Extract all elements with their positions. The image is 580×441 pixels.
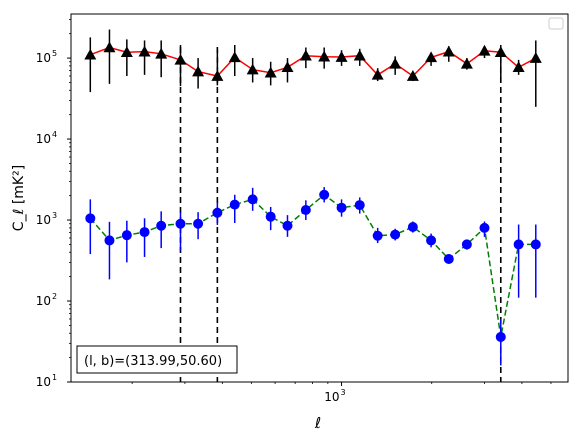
data-point-circle — [461, 239, 472, 250]
data-point-triangle — [494, 46, 507, 58]
data-point-circle — [300, 205, 311, 216]
data-point-circle — [372, 230, 383, 241]
data-point-circle — [212, 207, 223, 218]
data-point-triangle — [192, 65, 205, 77]
data-point-triangle — [264, 66, 277, 78]
data-point-circle — [85, 213, 96, 224]
data-point-circle — [175, 218, 186, 229]
annotation-text: (l, b)=(313.99,50.60) — [84, 354, 222, 369]
data-point-triangle — [174, 53, 187, 65]
data-point-circle — [426, 235, 437, 246]
data-point-circle — [229, 199, 240, 210]
data-point-triangle — [529, 52, 542, 63]
axes-layer: 10 110 210 310 410 510 3 — [36, 19, 552, 404]
data-point-circle — [193, 218, 204, 229]
y-tick-label-exponent: 5 — [52, 49, 57, 58]
legend-box — [548, 17, 564, 30]
data-point-triangle — [155, 47, 168, 59]
data-point-circle — [530, 239, 541, 250]
annotation-box: (l, b)=(313.99,50.60) — [76, 345, 238, 374]
y-tick-label: 10 — [36, 132, 51, 146]
data-point-circle — [282, 220, 293, 231]
data-point-circle — [354, 200, 365, 211]
data-point-triangle — [425, 51, 438, 63]
data-point-circle — [390, 229, 401, 240]
x-tick-label: 10 — [324, 390, 339, 404]
data-point-triangle — [406, 70, 419, 81]
data-point-circle — [336, 202, 347, 213]
data-point-circle — [156, 220, 167, 231]
series-line — [89, 193, 536, 338]
data-point-circle — [247, 194, 258, 205]
data-point-triangle — [371, 68, 384, 80]
data-point-triangle — [211, 70, 224, 81]
y-tick-label: 10 — [36, 375, 51, 389]
data-point-triangle — [103, 41, 116, 53]
data-point-triangle — [389, 57, 402, 69]
y-tick-label-exponent: 2 — [52, 292, 57, 301]
data-point-triangle — [442, 45, 455, 57]
data-point-triangle — [318, 50, 331, 62]
data-point-triangle — [353, 49, 366, 61]
y-tick-label: 10 — [36, 294, 51, 308]
data-point-circle — [407, 222, 418, 233]
data-point-triangle — [281, 61, 294, 73]
data-point-triangle — [138, 45, 151, 57]
plot-frame — [70, 13, 569, 383]
data-point-circle — [265, 211, 276, 222]
data-point-triangle — [246, 63, 259, 75]
data-point-triangle — [512, 61, 525, 73]
y-tick-label: 10 — [36, 213, 51, 227]
y-tick-label: 10 — [36, 51, 51, 65]
data-point-triangle — [335, 51, 348, 62]
y-tick-label-exponent: 4 — [52, 130, 57, 139]
data-point-triangle — [228, 51, 241, 63]
vertical-reference-lines — [179, 47, 502, 382]
data-point-triangle — [460, 57, 473, 69]
data-point-triangle — [299, 49, 312, 61]
y-tick-label-exponent: 1 — [52, 373, 57, 382]
y-axis-label: C_ℓ [mK²] — [11, 165, 27, 231]
series-layer — [84, 29, 542, 366]
data-point-triangle — [478, 44, 491, 56]
data-point-circle — [121, 230, 132, 241]
x-tick-label-exponent: 3 — [341, 388, 346, 397]
data-point-circle — [319, 189, 330, 200]
data-point-circle — [495, 331, 506, 342]
data-point-circle — [513, 239, 524, 250]
data-point-triangle — [120, 46, 133, 58]
data-point-circle — [139, 227, 150, 238]
data-point-triangle — [84, 48, 97, 60]
data-point-circle — [443, 254, 454, 265]
data-point-circle — [104, 235, 115, 246]
x-axis-label: ℓ — [314, 414, 321, 432]
y-tick-label-exponent: 3 — [52, 211, 57, 220]
data-point-circle — [479, 222, 490, 233]
